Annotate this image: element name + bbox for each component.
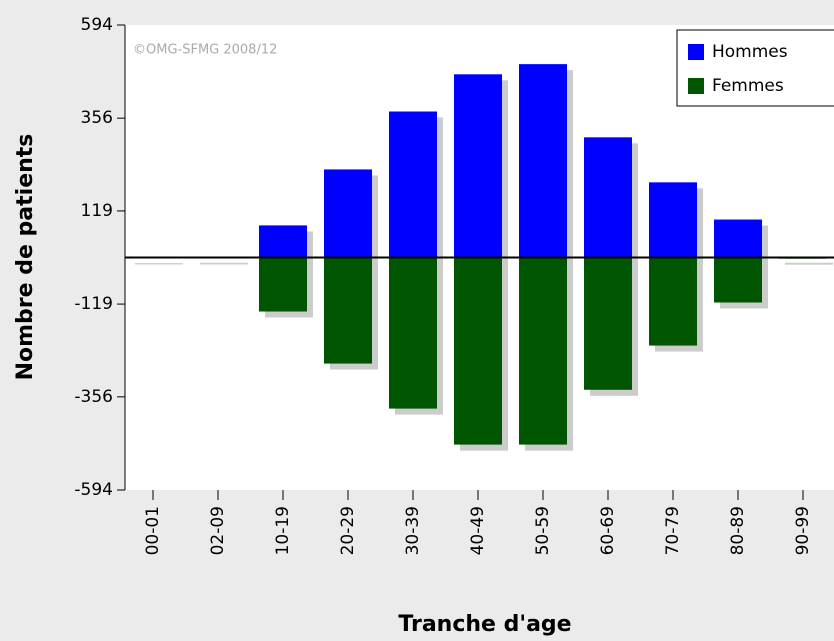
y-tick-label: 119: [81, 201, 113, 221]
y-tick-label: -594: [74, 480, 113, 500]
bar: [649, 182, 697, 258]
x-tick-label: 90-99: [793, 506, 813, 555]
x-tick-label: 02-09: [208, 506, 228, 555]
bar: [714, 257, 762, 303]
bar: [519, 64, 567, 258]
bar: [259, 257, 307, 312]
x-tick-label: 50-59: [533, 506, 553, 555]
bar: [584, 137, 632, 258]
bar: [324, 169, 372, 258]
bar: [389, 111, 437, 258]
bar: [519, 257, 567, 445]
legend-label: Hommes: [712, 42, 788, 62]
x-tick-label: 00-01: [143, 506, 163, 555]
bar-shadow: [785, 263, 833, 265]
bar: [259, 225, 307, 258]
bar-shadow: [785, 262, 833, 264]
y-axis-title: Nombre de patients: [13, 134, 38, 381]
bar: [649, 257, 697, 346]
bar: [714, 219, 762, 258]
y-tick-label: 594: [81, 15, 113, 35]
bar-shadow: [135, 263, 183, 265]
x-tick-label: 80-89: [728, 506, 748, 555]
bar: [389, 257, 437, 409]
x-tick-label: 20-29: [338, 506, 358, 555]
legend-swatch: [688, 78, 704, 94]
x-tick-label: 70-79: [663, 506, 683, 555]
x-tick-label: 10-19: [273, 506, 293, 555]
y-tick-label: -356: [74, 387, 113, 407]
bar-shadow: [200, 263, 248, 265]
y-tick-label: 356: [81, 108, 113, 128]
x-tick-label: 30-39: [403, 506, 423, 555]
x-axis-title: Tranche d'age: [398, 612, 571, 637]
bar: [454, 257, 502, 445]
legend-swatch: [688, 44, 704, 60]
x-tick-label: 40-49: [468, 506, 488, 555]
x-tick-label: 60-69: [598, 506, 618, 555]
bar: [584, 257, 632, 390]
y-tick-label: -119: [74, 294, 113, 314]
watermark: ©OMG-SFMG 2008/12: [133, 43, 277, 58]
bar: [454, 74, 502, 258]
bar: [324, 257, 372, 364]
legend-label: Femmes: [712, 76, 784, 96]
bar-shadow: [200, 262, 248, 264]
